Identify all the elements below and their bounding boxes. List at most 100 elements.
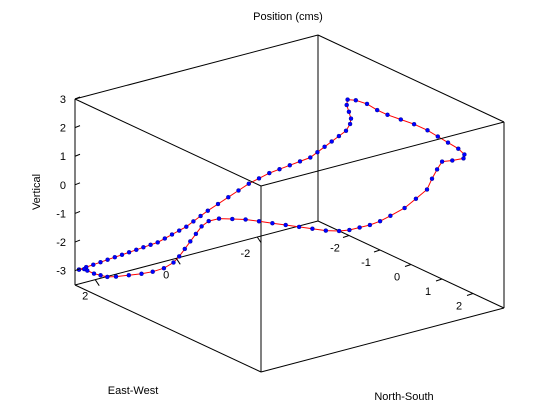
trajectory-point bbox=[348, 116, 354, 121]
trajectory-point bbox=[462, 152, 467, 157]
z-tick-label: -3 bbox=[56, 266, 66, 278]
trajectory-point bbox=[98, 260, 103, 265]
x-tick-mark bbox=[466, 293, 474, 296]
trajectory-point bbox=[141, 245, 146, 250]
trajectory-point bbox=[364, 101, 370, 107]
z-tick-mark bbox=[74, 125, 81, 129]
x-tick-label: 0 bbox=[394, 272, 400, 284]
trajectory-point bbox=[445, 140, 451, 145]
trajectory-point bbox=[375, 107, 380, 113]
trajectory-point bbox=[411, 121, 417, 127]
z-tick-label: 2 bbox=[60, 123, 66, 135]
trajectory-point bbox=[429, 176, 435, 181]
trajectory-point bbox=[113, 274, 119, 279]
z-tick-mark bbox=[74, 210, 81, 214]
trajectory-point bbox=[283, 222, 288, 228]
trajectory-point bbox=[198, 213, 203, 219]
trajectory-point bbox=[236, 188, 241, 193]
trajectory-point bbox=[216, 216, 222, 221]
trajectory-point bbox=[206, 218, 211, 224]
trajectory-point bbox=[91, 271, 97, 276]
box-edge bbox=[74, 34, 319, 100]
y-tick-label: 2 bbox=[82, 291, 88, 303]
trajectory-point bbox=[310, 226, 315, 231]
z-tick-mark bbox=[74, 268, 81, 272]
trajectory-point bbox=[105, 257, 110, 262]
trajectory-point bbox=[435, 134, 440, 139]
z-tick-label: 3 bbox=[60, 94, 66, 106]
x-tick-label: -2 bbox=[330, 243, 340, 255]
trajectory-point bbox=[322, 144, 327, 150]
x-tick-mark bbox=[435, 278, 443, 282]
trajectory-point bbox=[188, 239, 193, 244]
axis-box-front bbox=[74, 34, 505, 308]
box-edge bbox=[260, 307, 505, 373]
trajectory-point bbox=[345, 97, 350, 102]
trajectory-point bbox=[91, 262, 96, 267]
trajectory-point bbox=[388, 213, 393, 219]
z-tick-mark bbox=[74, 153, 81, 157]
trajectory-point bbox=[199, 224, 204, 229]
trajectory-point bbox=[126, 273, 132, 278]
trajectory-point bbox=[230, 216, 235, 222]
trajectory-point bbox=[126, 250, 132, 255]
x-tick-mark bbox=[342, 235, 350, 238]
trajectory-point bbox=[402, 205, 407, 211]
axis-box-back bbox=[74, 35, 505, 373]
trajectory-point bbox=[315, 149, 320, 155]
trajectory-point bbox=[193, 231, 199, 237]
trajectory-point bbox=[353, 98, 358, 103]
trajectory-point bbox=[256, 219, 262, 224]
x-tick-mark bbox=[404, 264, 412, 267]
trajectory-point bbox=[246, 181, 252, 186]
trajectory-point bbox=[162, 236, 168, 241]
trajectory-point bbox=[377, 218, 383, 224]
trajectory-point bbox=[226, 194, 231, 200]
trajectory-point bbox=[98, 273, 103, 278]
z-tick-label: 0 bbox=[60, 180, 66, 192]
north-south-ticks: -2 -1 0 1 2 bbox=[330, 235, 474, 313]
box-edge bbox=[74, 220, 319, 286]
y-tick-mark bbox=[175, 258, 181, 265]
x-axis-label: North-South bbox=[374, 391, 433, 403]
z-tick-label: -1 bbox=[56, 208, 66, 220]
trajectory-point bbox=[439, 159, 445, 164]
trajectory-point bbox=[398, 117, 403, 122]
z-tick-mark bbox=[74, 96, 81, 100]
trajectory-point bbox=[329, 139, 334, 144]
z-tick-mark bbox=[74, 239, 81, 243]
trajectory-point bbox=[176, 228, 182, 233]
trajectory-point bbox=[184, 224, 189, 229]
trajectory-point bbox=[277, 166, 282, 172]
trajectory-point bbox=[425, 128, 430, 133]
trajectory-point bbox=[347, 121, 353, 127]
trajectory-point bbox=[296, 224, 302, 230]
trajectory-point bbox=[450, 158, 455, 163]
trajectory-point bbox=[139, 271, 144, 276]
trajectory-point bbox=[413, 196, 419, 202]
trajectory-point bbox=[336, 228, 342, 234]
trajectory-point bbox=[205, 208, 211, 213]
trajectory-point bbox=[385, 112, 390, 118]
trajectory-point bbox=[182, 246, 188, 252]
z-tick-mark bbox=[74, 182, 81, 186]
x-tick-mark bbox=[373, 249, 381, 253]
trajectory-point bbox=[287, 163, 292, 168]
trajectory-point bbox=[343, 128, 349, 134]
trajectory-point bbox=[336, 133, 342, 139]
trajectory-series bbox=[76, 97, 467, 280]
box-edge bbox=[317, 34, 505, 123]
trajectory-point bbox=[297, 159, 303, 164]
z-tick-label: -2 bbox=[56, 237, 66, 249]
trajectory-point bbox=[308, 155, 313, 160]
trajectory-point bbox=[461, 156, 466, 161]
y-tick-label: 0 bbox=[163, 269, 169, 281]
y-axis-label: East-West bbox=[108, 385, 159, 397]
trajectory-point bbox=[171, 260, 176, 265]
trajectory-point bbox=[215, 201, 221, 207]
box-edge bbox=[74, 98, 262, 187]
trajectory-point bbox=[243, 217, 248, 222]
vertical-ticks: 3 2 1 0 -1 -2 -3 bbox=[56, 94, 81, 278]
trajectory-point bbox=[105, 274, 110, 280]
